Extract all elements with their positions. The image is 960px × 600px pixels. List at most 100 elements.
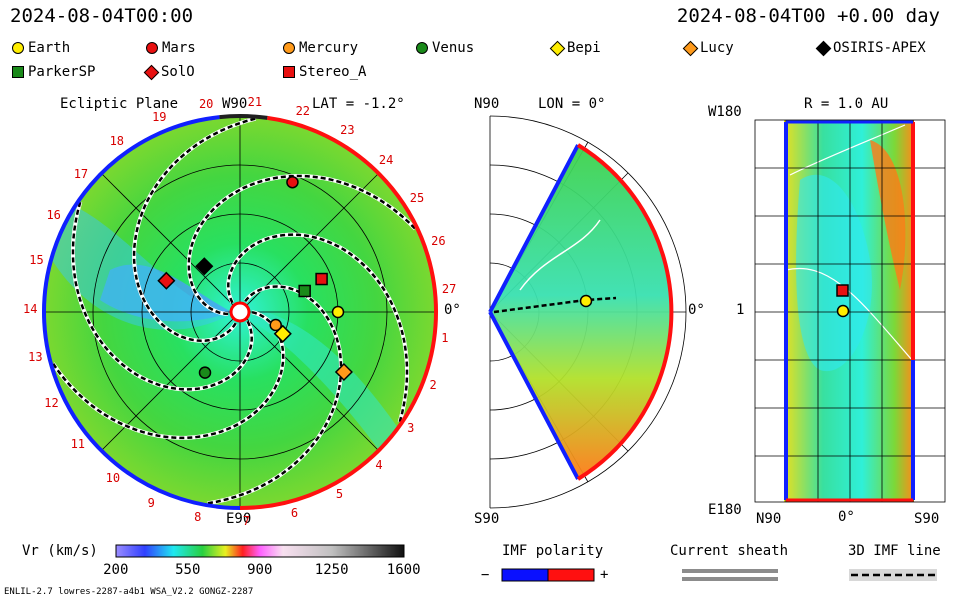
rim-positive-polarity: [239, 115, 438, 510]
body-marker-solo: [157, 271, 176, 290]
map-r-label: R = 1.0 AU: [804, 96, 889, 112]
carrington-tick-3: 3: [407, 421, 415, 436]
colorbar-tick-200: 200: [103, 562, 129, 578]
legend-marker-circle-icon: [146, 42, 158, 54]
carrington-tick-6: 6: [290, 505, 299, 520]
legend-marker-square-icon: [283, 66, 295, 78]
carrington-tick-5: 5: [335, 487, 344, 502]
left-timestamp: 2024-08-04T00:00: [10, 5, 194, 27]
colorbar-tick-1250: 1250: [314, 562, 349, 578]
body-marker-stereo-a: [315, 272, 328, 286]
carrington-tick-24: 24: [378, 152, 394, 167]
carrington-tick-18: 18: [109, 134, 125, 149]
body-marker-osiris-apex: [195, 257, 214, 276]
legend-label: ParkerSP: [28, 64, 96, 80]
footer-model-info: ENLIL-2.7 lowres-2287-a4b1 WSA_V2.2 GONG…: [4, 587, 254, 597]
legend-item-bepi: Bepi: [549, 40, 601, 56]
body-marker-parkersp: [298, 284, 311, 298]
carrington-tick-15: 15: [29, 253, 44, 268]
imf-line-label: 3D IMF line: [848, 543, 941, 559]
legend-label: Mars: [162, 40, 196, 56]
ecliptic-right-label: 0°: [444, 302, 461, 318]
carrington-tick-12: 12: [44, 396, 59, 411]
vr-colorbar: [115, 544, 405, 558]
legend-item-mars: Mars: [146, 40, 196, 56]
body-marker-bepi: [273, 324, 292, 343]
legend-item-mercury: Mercury: [283, 40, 358, 56]
current-sheath-swatch: [682, 569, 778, 581]
legend-marker-circle-icon: [283, 42, 295, 54]
carrington-tick-19: 19: [152, 110, 167, 125]
carrington-tick-26: 26: [431, 234, 446, 249]
carrington-tick-9: 9: [147, 495, 155, 510]
carrington-tick-23: 23: [340, 123, 355, 138]
map-mid-left: 1: [736, 302, 745, 318]
meridional-panel: [488, 115, 687, 509]
legend-item-venus: Venus: [416, 40, 474, 56]
map-panel: [754, 119, 946, 503]
carrington-tick-25: 25: [409, 190, 425, 205]
legend-item-earth: Earth: [12, 40, 70, 56]
carrington-tick-14: 14: [23, 301, 38, 316]
ecliptic-title: Ecliptic Plane: [60, 96, 179, 112]
ecliptic-bottom-label: E90: [226, 511, 252, 527]
carrington-tick-1: 1: [441, 330, 449, 345]
map-stereo-a-marker: [836, 284, 849, 297]
body-marker-venus: [198, 366, 212, 379]
carrington-tick-22: 22: [295, 103, 311, 118]
carrington-tick-13: 13: [28, 350, 43, 365]
ecliptic-lat-label: LAT = -1.2°: [312, 96, 405, 112]
legend-label: Earth: [28, 40, 71, 56]
legend-label: Bepi: [567, 40, 601, 56]
colorbar-tick-900: 900: [247, 562, 273, 578]
legend-label: Venus: [432, 40, 475, 56]
carrington-tick-17: 17: [73, 167, 89, 182]
legend-item-parkersp: ParkerSP: [12, 64, 95, 80]
imf-spiral-line: [132, 117, 256, 342]
carrington-tick-8: 8: [194, 510, 202, 525]
legend-item-osiris-apex: OSIRIS-APEX: [815, 40, 926, 56]
imf-polarity-plus: +: [600, 567, 609, 583]
map-top-left: W180: [708, 104, 742, 120]
colorbar-tick-1600: 1600: [386, 562, 421, 578]
legend-marker-circle-icon: [12, 42, 24, 54]
map-x-mid: 0°: [838, 509, 855, 525]
carrington-tick-10: 10: [105, 470, 121, 485]
colorbar-label: Vr (km/s): [22, 543, 98, 559]
imf-spiral-line: [71, 201, 253, 391]
map-x-right: S90: [914, 511, 940, 527]
imf-polarity-minus: −: [481, 567, 490, 583]
legend-marker-square-icon: [12, 66, 24, 78]
legend-item-stereo-a: Stereo_A: [283, 64, 366, 80]
body-marker-mercury: [269, 318, 282, 332]
carrington-tick-21: 21: [247, 94, 263, 109]
carrington-tick-11: 11: [70, 437, 86, 452]
ecliptic-panel: [42, 114, 438, 510]
legend-label: Mercury: [299, 40, 359, 56]
map-bottom-left: E180: [708, 502, 742, 518]
legend-item-lucy: Lucy: [682, 40, 734, 56]
body-marker-earth: [331, 305, 345, 319]
carrington-tick-7: 7: [242, 513, 250, 528]
current-sheath-label: Current sheath: [670, 543, 789, 559]
imf-spiral-line: [187, 174, 417, 316]
carrington-tick-16: 16: [46, 207, 61, 222]
meridional-top-left: N90: [474, 96, 500, 112]
legend-label: OSIRIS-APEX: [833, 40, 926, 56]
imf-line-swatch: [849, 569, 937, 581]
carrington-tick-27: 27: [441, 282, 457, 297]
colorbar-tick-550: 550: [175, 562, 201, 578]
carrington-tick-2: 2: [429, 378, 437, 393]
meridional-lon-label: LON = 0°: [538, 96, 606, 112]
imf-polarity-bar: [501, 568, 595, 582]
meridional-earth-marker: [579, 294, 593, 308]
imf-polarity-label: IMF polarity: [502, 543, 604, 559]
legend-item-solo: SolO: [143, 64, 195, 80]
right-timestamp: 2024-08-04T00 +0.00 day: [676, 5, 940, 27]
meridional-right-label: 0°: [688, 302, 705, 318]
map-x-left: N90: [756, 511, 782, 527]
rim-negative-polarity: [42, 115, 241, 510]
rim-boundary: [219, 114, 268, 120]
imf-spiral-line: [207, 285, 343, 505]
